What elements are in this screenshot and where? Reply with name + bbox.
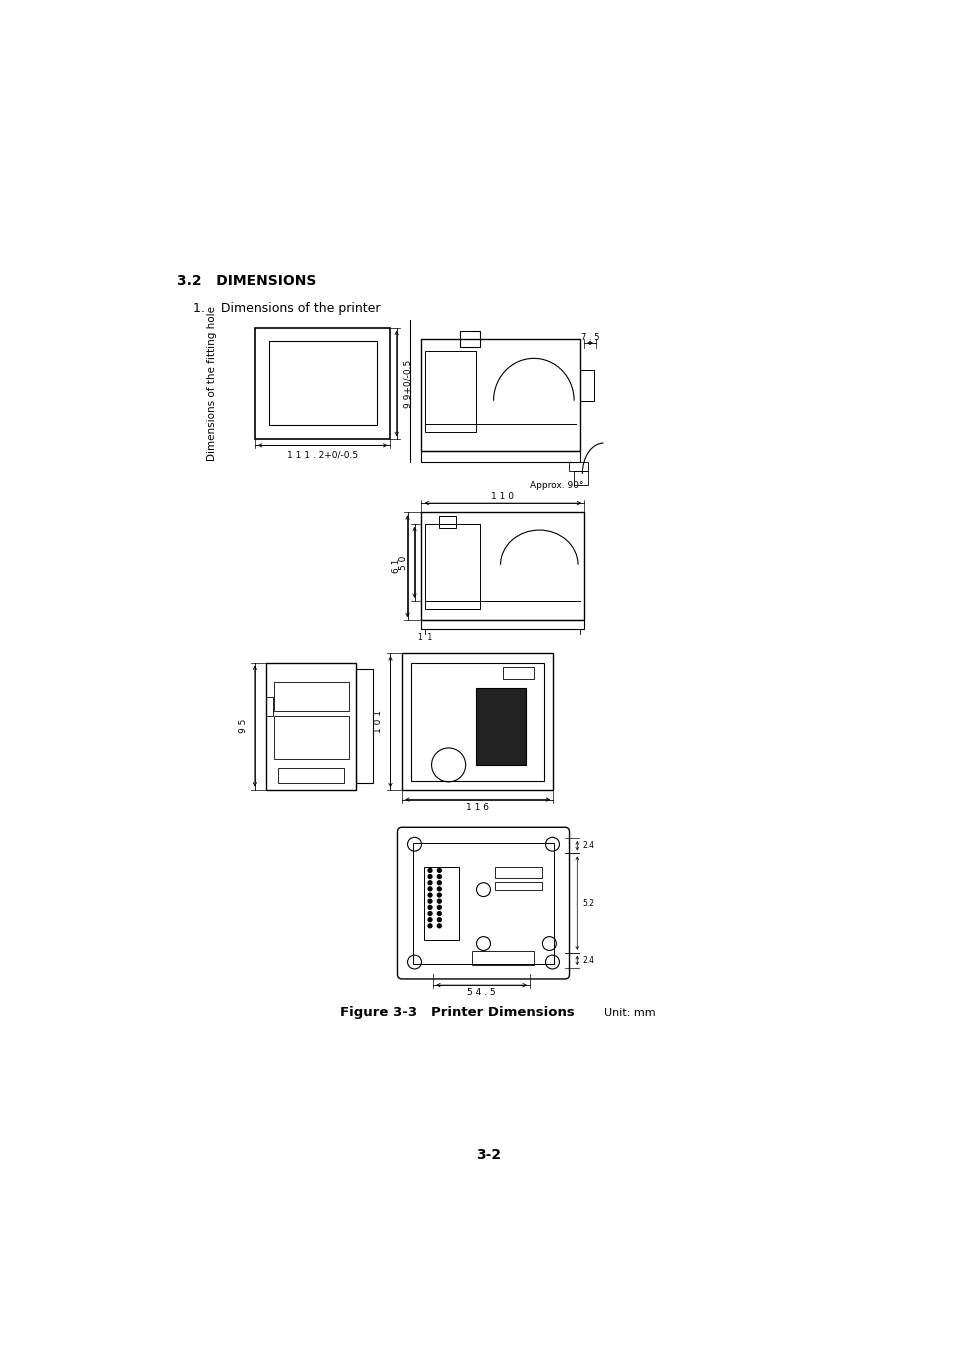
- Circle shape: [436, 887, 441, 891]
- Text: 1 1 6: 1 1 6: [466, 803, 489, 811]
- FancyBboxPatch shape: [397, 828, 569, 979]
- Circle shape: [436, 911, 441, 915]
- Circle shape: [428, 875, 432, 879]
- Text: 1.    Dimensions of the printer: 1. Dimensions of the printer: [193, 302, 380, 315]
- Circle shape: [436, 918, 441, 922]
- Text: 7 . 5: 7 . 5: [580, 333, 599, 342]
- Bar: [495, 882, 541, 890]
- Text: Unit: mm: Unit: mm: [603, 1008, 655, 1018]
- Text: 1  1: 1 1: [417, 633, 432, 641]
- Bar: [421, 339, 579, 451]
- Circle shape: [428, 887, 432, 891]
- Bar: [579, 370, 594, 401]
- Text: 6 1: 6 1: [392, 559, 401, 574]
- Bar: [421, 451, 579, 462]
- Bar: [278, 768, 344, 783]
- Bar: [266, 663, 355, 790]
- Bar: [423, 867, 458, 940]
- Circle shape: [428, 911, 432, 915]
- Bar: [411, 663, 543, 782]
- Bar: [438, 516, 456, 528]
- Circle shape: [436, 868, 441, 872]
- Circle shape: [436, 875, 441, 879]
- Circle shape: [428, 923, 432, 927]
- Text: 5 4 . 5: 5 4 . 5: [467, 988, 496, 998]
- Text: Approx. 90°: Approx. 90°: [530, 481, 583, 490]
- Circle shape: [436, 894, 441, 896]
- Bar: [495, 867, 541, 878]
- Circle shape: [428, 894, 432, 896]
- Bar: [274, 717, 349, 759]
- Text: 2.4: 2.4: [581, 841, 594, 850]
- Bar: [425, 351, 476, 432]
- Bar: [402, 653, 553, 790]
- Circle shape: [436, 923, 441, 927]
- Text: 3-2: 3-2: [476, 1149, 501, 1162]
- Text: 1 0 1: 1 0 1: [374, 710, 383, 733]
- Text: 2.4: 2.4: [581, 956, 594, 965]
- Bar: [254, 328, 390, 439]
- Bar: [269, 342, 376, 425]
- Circle shape: [436, 906, 441, 910]
- Bar: [568, 462, 587, 471]
- Text: Dimensions of the fitting hole: Dimensions of the fitting hole: [207, 306, 217, 460]
- Text: 9 5: 9 5: [238, 718, 248, 733]
- Circle shape: [436, 880, 441, 884]
- Text: 9 9+0/-0.5: 9 9+0/-0.5: [402, 359, 412, 408]
- Text: 1 1 1 . 2+0/-0.5: 1 1 1 . 2+0/-0.5: [287, 450, 358, 459]
- Text: Figure 3-3   Printer Dimensions: Figure 3-3 Printer Dimensions: [340, 1006, 575, 1019]
- Bar: [421, 513, 583, 620]
- Bar: [421, 620, 583, 629]
- Bar: [425, 524, 479, 609]
- Bar: [459, 331, 479, 347]
- Text: 1 1 0: 1 1 0: [491, 493, 514, 501]
- Bar: [502, 667, 534, 679]
- Bar: [472, 952, 534, 965]
- Bar: [476, 688, 525, 765]
- Text: 3.2   DIMENSIONS: 3.2 DIMENSIONS: [177, 274, 316, 289]
- Circle shape: [428, 880, 432, 884]
- Text: 5 0: 5 0: [398, 555, 408, 570]
- Bar: [266, 697, 273, 717]
- Bar: [574, 471, 587, 485]
- Circle shape: [428, 906, 432, 910]
- Bar: [413, 842, 554, 964]
- Bar: [274, 682, 349, 711]
- Circle shape: [428, 899, 432, 903]
- Bar: [355, 668, 373, 783]
- Circle shape: [428, 918, 432, 922]
- Circle shape: [436, 899, 441, 903]
- Text: 5.2: 5.2: [581, 899, 594, 907]
- Circle shape: [428, 868, 432, 872]
